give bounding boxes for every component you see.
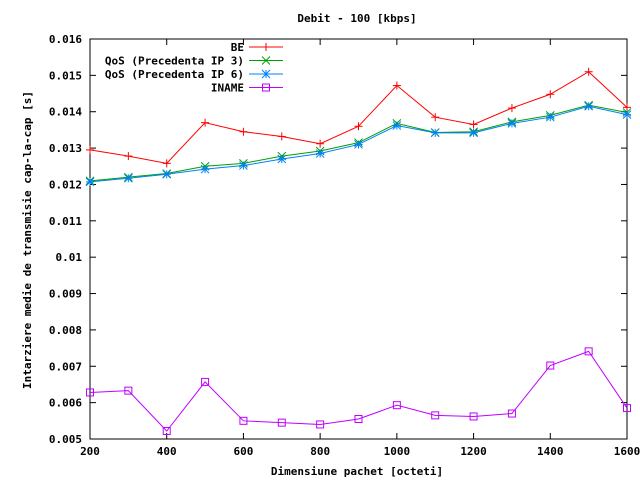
legend-label: QoS (Precedenta IP 6) (105, 68, 244, 81)
data-point (239, 161, 248, 170)
x-axis-ticks: 200 400 600 800 1000 1200 1400 1600 (80, 39, 640, 458)
y-tick-label: 0.008 (49, 324, 82, 337)
data-point (507, 409, 516, 418)
data-point (277, 132, 286, 141)
y-tick-label: 0.016 (49, 33, 82, 46)
data-point (623, 103, 631, 112)
data-point (507, 104, 516, 113)
x-tick-label: 400 (157, 445, 177, 458)
x-tick-label: 200 (80, 445, 100, 458)
data-point (316, 139, 325, 148)
data-point (392, 401, 401, 410)
data-point (623, 404, 631, 413)
series-line (89, 350, 628, 432)
data-point (85, 177, 95, 187)
data-point (239, 416, 248, 425)
legend-label: INAME (211, 82, 244, 95)
data-point (354, 122, 363, 131)
data-point (431, 411, 440, 420)
y-tick-label: 0.013 (49, 142, 82, 155)
data-point (124, 152, 133, 161)
data-point (546, 361, 555, 370)
chart-title: Debit - 100 [kbps] (297, 12, 416, 25)
y-tick-label: 0.015 (49, 69, 82, 82)
y-tick-label: 0.01 (56, 251, 83, 264)
data-point (622, 110, 632, 119)
y-tick-label: 0.007 (49, 360, 82, 373)
data-point (431, 113, 440, 122)
data-point (261, 56, 271, 65)
y-tick-label: 0.009 (49, 288, 82, 301)
data-point (469, 128, 478, 138)
data-point (162, 159, 171, 168)
x-tick-label: 1600 (614, 445, 640, 458)
data-point (124, 386, 133, 395)
data-point (584, 347, 593, 356)
data-point (315, 149, 325, 158)
data-point (469, 120, 478, 129)
series-2 (85, 101, 632, 187)
plot-area (89, 38, 628, 440)
x-axis-label: Dimensiune pachet [octeti] (271, 465, 443, 478)
data-point (200, 164, 210, 174)
data-point (392, 121, 402, 130)
y-tick-label: 0.011 (49, 215, 82, 228)
data-point (507, 119, 517, 128)
series-3 (86, 347, 631, 435)
data-point (277, 418, 286, 427)
data-point (162, 427, 171, 435)
data-point (584, 67, 593, 76)
y-tick-label: 0.014 (49, 106, 82, 119)
data-point (86, 388, 94, 397)
plot-frame (89, 38, 628, 440)
data-point (261, 69, 271, 79)
y-tick-label: 0.005 (49, 433, 82, 446)
y-axis-ticks: 0.005 0.006 0.007 0.008 0.009 0.01 0.011 0.012 0… (49, 33, 627, 446)
data-point (162, 169, 172, 179)
data-point (546, 90, 555, 99)
data-point (469, 412, 478, 421)
data-point (430, 128, 440, 138)
series-group (85, 67, 632, 435)
data-point (201, 118, 210, 127)
data-point (124, 173, 133, 183)
data-point (201, 377, 210, 386)
data-point (545, 112, 555, 122)
series-0 (86, 67, 631, 168)
data-point (86, 145, 94, 154)
x-tick-label: 800 (310, 445, 330, 458)
x-tick-label: 1000 (384, 445, 411, 458)
legend-label: QoS (Precedenta IP 3) (105, 55, 244, 68)
data-point (262, 83, 270, 92)
data-point (354, 140, 363, 149)
y-tick-label: 0.006 (49, 397, 82, 410)
legend-label: BE (231, 41, 244, 54)
x-tick-label: 600 (233, 445, 253, 458)
data-point (277, 154, 287, 164)
data-point (584, 101, 593, 111)
data-point (239, 127, 248, 136)
x-tick-label: 1400 (537, 445, 564, 458)
y-axis-label: Intarziere medie de transmisie cap-la-ca… (21, 91, 34, 389)
y-tick-label: 0.012 (49, 178, 82, 191)
data-point (316, 420, 325, 429)
data-point (392, 81, 401, 90)
x-tick-label: 1200 (460, 445, 487, 458)
data-point (262, 43, 270, 51)
data-point (354, 415, 363, 423)
